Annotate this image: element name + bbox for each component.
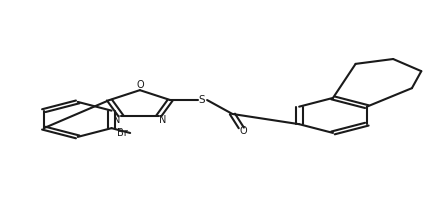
Text: N: N	[159, 115, 167, 125]
Text: S: S	[198, 95, 205, 105]
Text: O: O	[136, 80, 144, 90]
Text: N: N	[113, 115, 120, 125]
Text: O: O	[240, 127, 247, 137]
Text: Br: Br	[117, 128, 128, 138]
